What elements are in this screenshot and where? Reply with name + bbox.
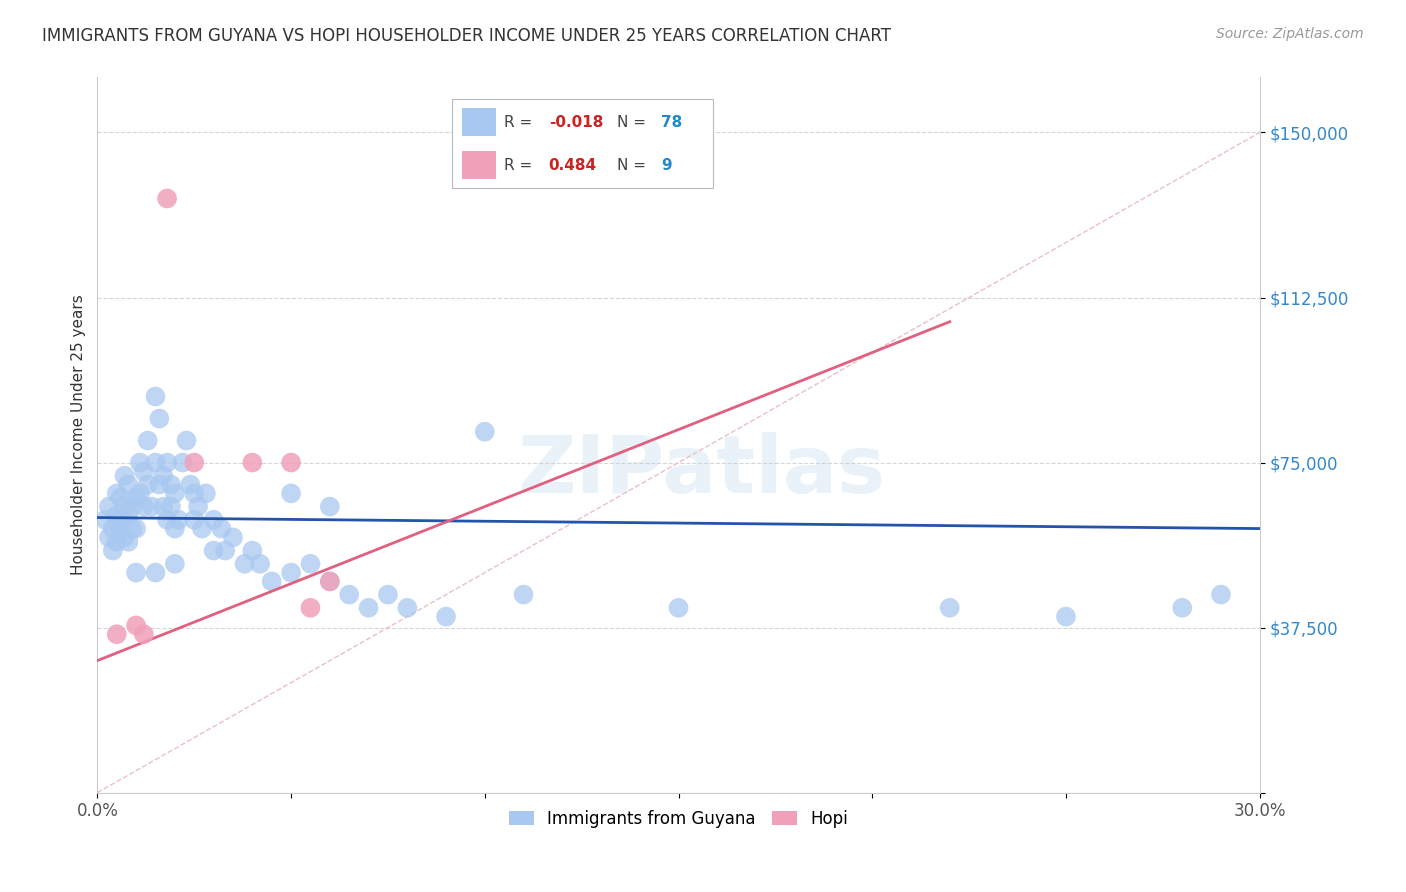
Point — [222, 530, 245, 544]
Point — [105, 627, 128, 641]
Point — [163, 522, 186, 536]
Point — [114, 530, 136, 544]
Point — [160, 477, 183, 491]
Point — [191, 522, 214, 536]
Point — [105, 534, 128, 549]
Text: ZIPatlas: ZIPatlas — [517, 432, 886, 510]
Point — [172, 456, 194, 470]
Point — [377, 588, 399, 602]
Point — [179, 477, 201, 491]
Point — [1171, 600, 1194, 615]
Point — [110, 522, 132, 536]
Point — [152, 468, 174, 483]
Point — [114, 468, 136, 483]
Point — [129, 486, 152, 500]
Point — [183, 486, 205, 500]
Point — [202, 543, 225, 558]
Point — [214, 543, 236, 558]
Point — [148, 477, 170, 491]
Point — [145, 390, 167, 404]
Point — [125, 491, 148, 505]
Point — [163, 486, 186, 500]
Point — [187, 500, 209, 514]
Point — [474, 425, 496, 439]
Point — [132, 627, 155, 641]
Point — [233, 557, 256, 571]
Point — [110, 491, 132, 505]
Point — [183, 456, 205, 470]
Point — [94, 513, 117, 527]
Point — [260, 574, 283, 589]
Point — [105, 508, 128, 523]
Point — [512, 588, 534, 602]
Point — [141, 500, 163, 514]
Point — [98, 500, 121, 514]
Point — [132, 464, 155, 478]
Point — [121, 500, 143, 514]
Point — [125, 566, 148, 580]
Point — [156, 192, 179, 206]
Point — [280, 456, 302, 470]
Point — [101, 522, 124, 536]
Point — [434, 609, 457, 624]
Point — [98, 530, 121, 544]
Point — [194, 486, 217, 500]
Point — [156, 513, 179, 527]
Point — [110, 513, 132, 527]
Point — [357, 600, 380, 615]
Point — [117, 534, 139, 549]
Y-axis label: Householder Income Under 25 years: Householder Income Under 25 years — [72, 294, 86, 575]
Point — [136, 477, 159, 491]
Legend: Immigrants from Guyana, Hopi: Immigrants from Guyana, Hopi — [502, 803, 855, 834]
Point — [209, 522, 232, 536]
Text: IMMIGRANTS FROM GUYANA VS HOPI HOUSEHOLDER INCOME UNDER 25 YEARS CORRELATION CHA: IMMIGRANTS FROM GUYANA VS HOPI HOUSEHOLD… — [42, 27, 891, 45]
Point — [1054, 609, 1077, 624]
Point — [240, 456, 263, 470]
Point — [319, 574, 342, 589]
Point — [160, 500, 183, 514]
Point — [152, 500, 174, 514]
Point — [249, 557, 271, 571]
Point — [105, 486, 128, 500]
Point — [129, 456, 152, 470]
Point — [148, 411, 170, 425]
Point — [396, 600, 419, 615]
Point — [167, 513, 190, 527]
Point — [163, 557, 186, 571]
Point — [125, 618, 148, 632]
Point — [117, 508, 139, 523]
Point — [299, 557, 322, 571]
Point — [337, 588, 360, 602]
Point — [121, 522, 143, 536]
Point — [280, 566, 302, 580]
Point — [125, 522, 148, 536]
Point — [668, 600, 690, 615]
Point — [319, 574, 342, 589]
Point — [132, 500, 155, 514]
Point — [145, 456, 167, 470]
Point — [176, 434, 198, 448]
Point — [202, 513, 225, 527]
Point — [117, 477, 139, 491]
Point — [240, 543, 263, 558]
Point — [156, 456, 179, 470]
Point — [280, 486, 302, 500]
Point — [1209, 588, 1232, 602]
Point — [183, 513, 205, 527]
Point — [299, 600, 322, 615]
Point — [939, 600, 962, 615]
Point — [136, 434, 159, 448]
Point — [145, 566, 167, 580]
Text: Source: ZipAtlas.com: Source: ZipAtlas.com — [1216, 27, 1364, 41]
Point — [319, 500, 342, 514]
Point — [101, 543, 124, 558]
Point — [114, 500, 136, 514]
